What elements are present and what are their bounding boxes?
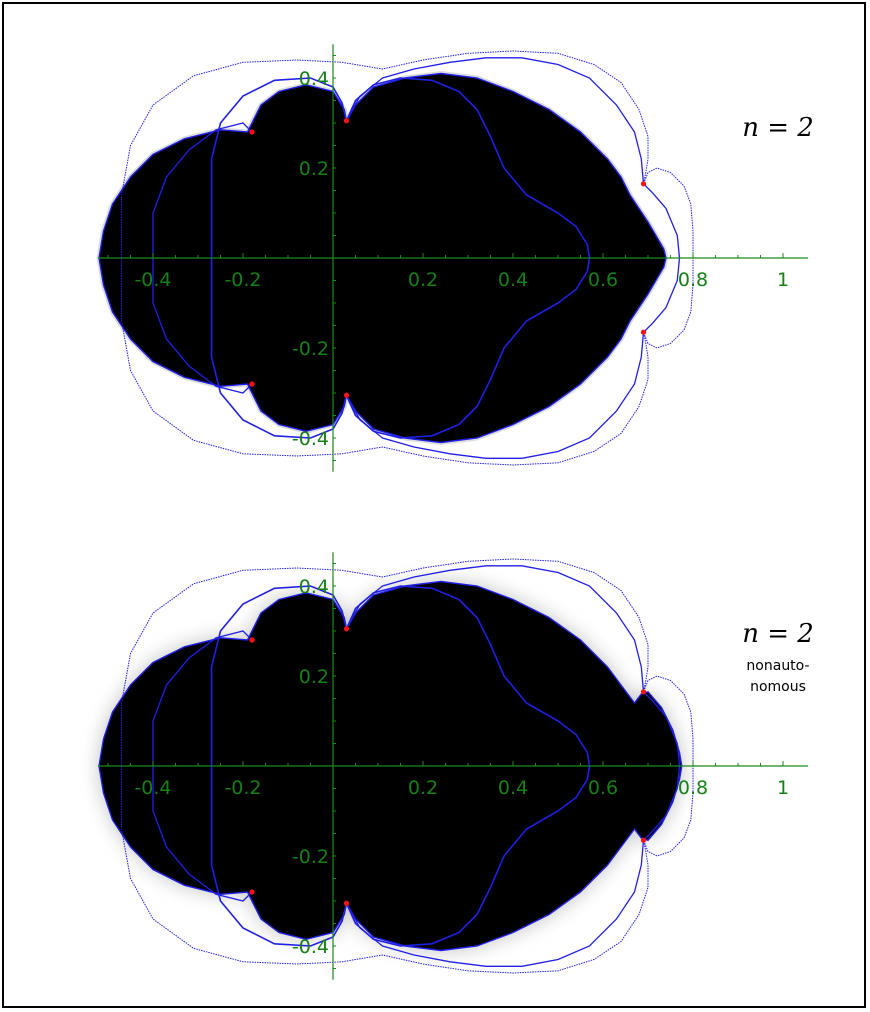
x-tick-label: -0.2 [224, 777, 261, 799]
mid-curve-upper [152, 122, 253, 258]
mid-curve-upper [152, 630, 253, 766]
panel-label: n = 2 [742, 113, 814, 143]
critical-point [249, 381, 255, 387]
critical-point [343, 118, 350, 124]
panel-bottom: -0.4 -0.2 0.2 0.4 0.6 0.8 1 0.4 0.2 -0.2 -0.4 n = 2… [98, 552, 814, 980]
panel-note: nomous [750, 679, 806, 695]
x-tick-label: 0.2 [408, 777, 438, 799]
right-loop-lower [345, 257, 681, 459]
critical-point [249, 129, 255, 135]
critical-point [249, 889, 255, 895]
y-tick-label: 0.2 [299, 158, 329, 180]
y-tick-label: -0.2 [292, 338, 329, 360]
x-tick-label: 0.4 [498, 269, 528, 291]
y-tick-label: -0.2 [292, 846, 329, 868]
critical-point [343, 392, 350, 398]
critical-point [343, 900, 350, 906]
right-loop-upper [345, 57, 681, 259]
y-tick-label: -0.4 [292, 428, 329, 450]
x-tick-label: 0.4 [498, 777, 528, 799]
critical-point [249, 637, 255, 643]
mid-curve-lower [152, 766, 253, 902]
x-tick-label: 1 [777, 777, 789, 799]
x-tick-label: -0.4 [134, 269, 171, 291]
right-loop-upper [345, 565, 681, 767]
y-tick-label: 0.4 [299, 576, 329, 598]
x-tick-label: 0.6 [588, 777, 618, 799]
panel-note: nonauto- [746, 658, 809, 674]
x-tick-label: -0.2 [224, 269, 261, 291]
y-tick-label: -0.4 [292, 936, 329, 958]
x-tick-label: 0.8 [678, 777, 708, 799]
x-tick-label: 0.6 [588, 269, 618, 291]
x-tick-label: -0.4 [134, 777, 171, 799]
critical-point [343, 626, 350, 632]
x-tick-label: 0.8 [678, 269, 708, 291]
critical-point [640, 181, 647, 187]
x-tick-label: 1 [777, 269, 789, 291]
right-loop-lower [345, 765, 681, 967]
panel-top: -0.4 -0.2 0.2 0.4 0.6 0.8 1 0.4 0.2 -0.2 -0.4 n = 2 [96, 44, 814, 472]
x-tick-label: 0.2 [408, 269, 438, 291]
y-tick-label: 0.2 [299, 666, 329, 688]
y-tick-label: 0.4 [299, 68, 329, 90]
mid-curve-lower [152, 258, 253, 394]
critical-point [640, 329, 647, 335]
panel-label: n = 2 [742, 619, 814, 649]
critical-point [640, 837, 647, 843]
critical-point [640, 689, 647, 695]
